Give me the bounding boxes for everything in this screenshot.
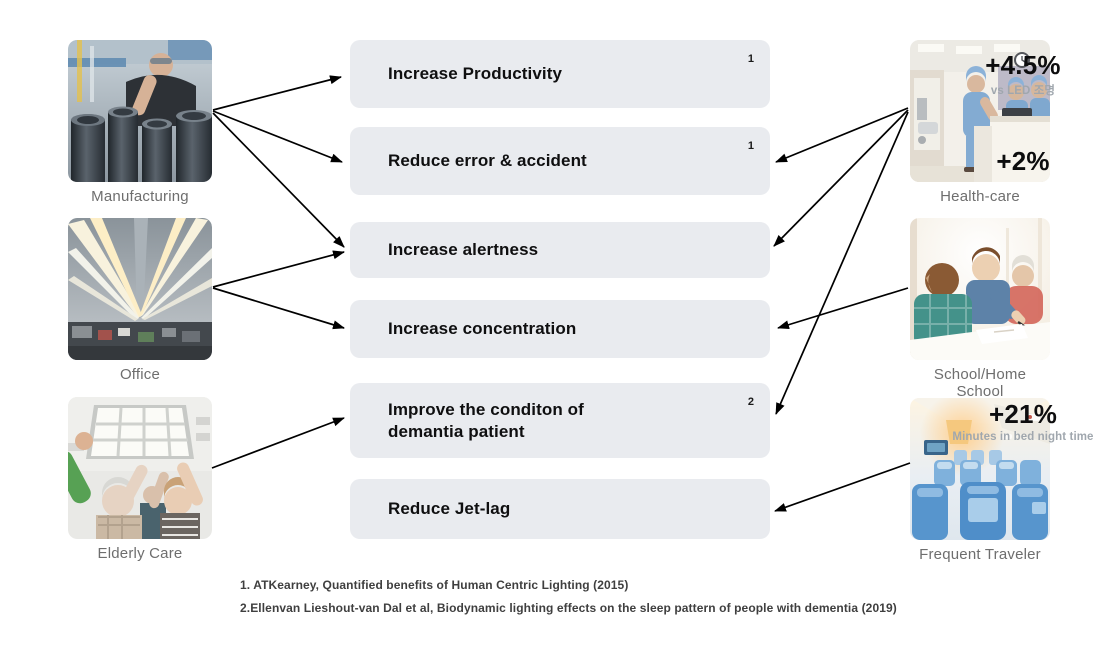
benefit-box-increase-concentration: Increase concentration [350,300,770,358]
source-card-elderly-care: Elderly Care [68,397,212,562]
source-label-office: Office [119,366,161,383]
benefit-box-increase-productivity: Increase Productivity +4.5% vs LED 조명 1 [350,40,1061,108]
benefit-value-block: +2% [950,146,1096,177]
benefit-title-line1: Improve the conditon of [388,400,584,420]
footnote-ref: 2 [747,396,754,408]
benefit-title: Reduce error & accident [388,151,587,171]
source-label-frequent-traveler: Frequent Traveler [919,546,1041,563]
benefit-box-increase-alertness: Increase alertness [350,222,770,278]
benefit-title: Increase alertness [388,240,539,260]
source-label-elderly-care: Elderly Care [97,545,183,562]
source-label-health-care: Health-care [940,188,1020,205]
source-card-office: Office [68,218,212,383]
benefit-box-reduce-error: Reduce error & accident +2% 1 [350,127,1049,195]
benefit-title: Reduce Jet-lag [388,499,511,519]
benefit-value-block: +4.5% vs LED 조명 [950,50,1096,98]
footnote-ref: 1 [747,53,754,65]
health-care-photo [910,40,1050,182]
source-card-school: School/Home School [910,218,1050,400]
benefit-title-line2: demantia patient [388,421,525,441]
benefit-title: Increase Productivity [388,64,563,84]
source-card-health-care: Health-care [910,40,1050,205]
benefit-value: +4.5% [985,50,1061,80]
benefit-title: Improve the conditon of demantia patient [388,399,584,442]
benefit-value: +21% [988,398,1058,429]
manufacturing-photo [68,40,212,182]
frequent-traveler-photo [910,398,1050,540]
benefit-value-block: +21% Minutes in bed night time [950,399,1096,443]
benefit-title: Increase concentration [388,319,577,339]
source-label-manufacturing: Manufacturing [91,188,189,205]
source-card-frequent-traveler: Frequent Traveler [910,398,1050,563]
benefit-box-dementia: Improve the conditon of demantia patient… [350,383,1093,458]
benefit-value: +2% [996,145,1050,176]
benefit-value-caption: vs LED 조명 [990,85,1056,97]
school-home-school-photo [910,218,1050,360]
footnote-1: 1. ATKearney, Quantified benefits of Hum… [240,578,629,592]
benefit-box-reduce-jetlag: Reduce Jet-lag [350,479,770,539]
footnote-ref: 1 [747,140,754,152]
source-card-manufacturing: Manufacturing [68,40,212,205]
source-label-school: School/Home School [933,366,1027,400]
footnote-2: 2.Ellenvan Lieshout-van Dal et al, Biody… [240,601,897,615]
benefit-value-caption: Minutes in bed night time [952,430,1094,443]
elderly-care-photo [68,397,212,539]
office-photo [68,218,212,360]
